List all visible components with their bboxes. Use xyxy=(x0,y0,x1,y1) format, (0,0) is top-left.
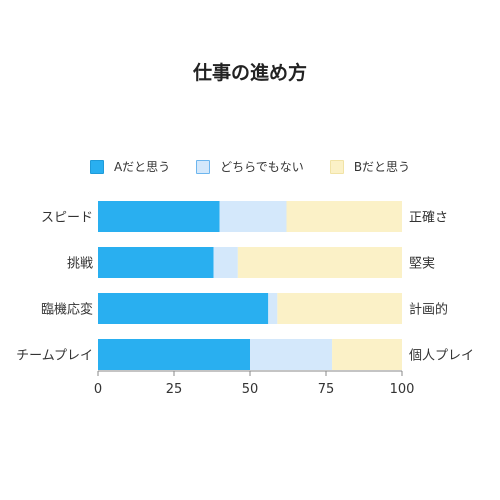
legend-item-neutral[interactable]: どちらでもない xyxy=(196,158,304,175)
right-label-3: 個人プレイ xyxy=(409,349,474,364)
legend: Aだと思う どちらでもない Bだと思う xyxy=(0,158,500,175)
legend-swatch-a xyxy=(89,159,104,174)
bar-neutral-1 xyxy=(213,247,238,278)
x-tick-label-0: 0 xyxy=(94,382,102,397)
bar-b-3 xyxy=(332,339,402,370)
bar-neutral-3 xyxy=(250,339,333,370)
legend-item-a[interactable]: Aだと思う xyxy=(89,158,171,175)
category-label-2: 臨機応変 xyxy=(41,302,93,318)
x-tick-label-3: 75 xyxy=(318,382,335,397)
bar-a-0 xyxy=(98,201,220,232)
chart-title: 仕事の進め方 xyxy=(192,62,307,84)
right-label-1: 堅実 xyxy=(409,256,435,272)
legend-swatch-neutral xyxy=(196,159,211,174)
bar-b-0 xyxy=(286,201,402,232)
category-label-3: チームプレイ xyxy=(16,349,93,364)
bar-a-3 xyxy=(98,339,250,370)
legend-label-b: Bだと思う xyxy=(353,160,411,174)
legend-item-b[interactable]: Bだと思う xyxy=(329,158,411,175)
x-tick-label-1: 25 xyxy=(166,382,183,397)
bar-b-1 xyxy=(237,247,402,278)
x-tick-label-4: 100 xyxy=(390,382,415,397)
right-label-0: 正確さ xyxy=(409,210,448,226)
bar-neutral-2 xyxy=(268,293,278,324)
category-label-1: 挑戦 xyxy=(67,257,93,272)
x-tick-label-2: 50 xyxy=(242,382,259,397)
bar-a-1 xyxy=(98,247,214,278)
bar-b-2 xyxy=(277,293,402,324)
category-label-0: スピード xyxy=(41,211,93,226)
bar-a-2 xyxy=(98,293,269,324)
legend-label-a: Aだと思う xyxy=(113,160,171,174)
bar-neutral-0 xyxy=(219,201,287,232)
right-label-2: 計画的 xyxy=(409,302,448,318)
legend-swatch-b xyxy=(329,159,344,174)
legend-label-neutral: どちらでもない xyxy=(220,160,304,174)
